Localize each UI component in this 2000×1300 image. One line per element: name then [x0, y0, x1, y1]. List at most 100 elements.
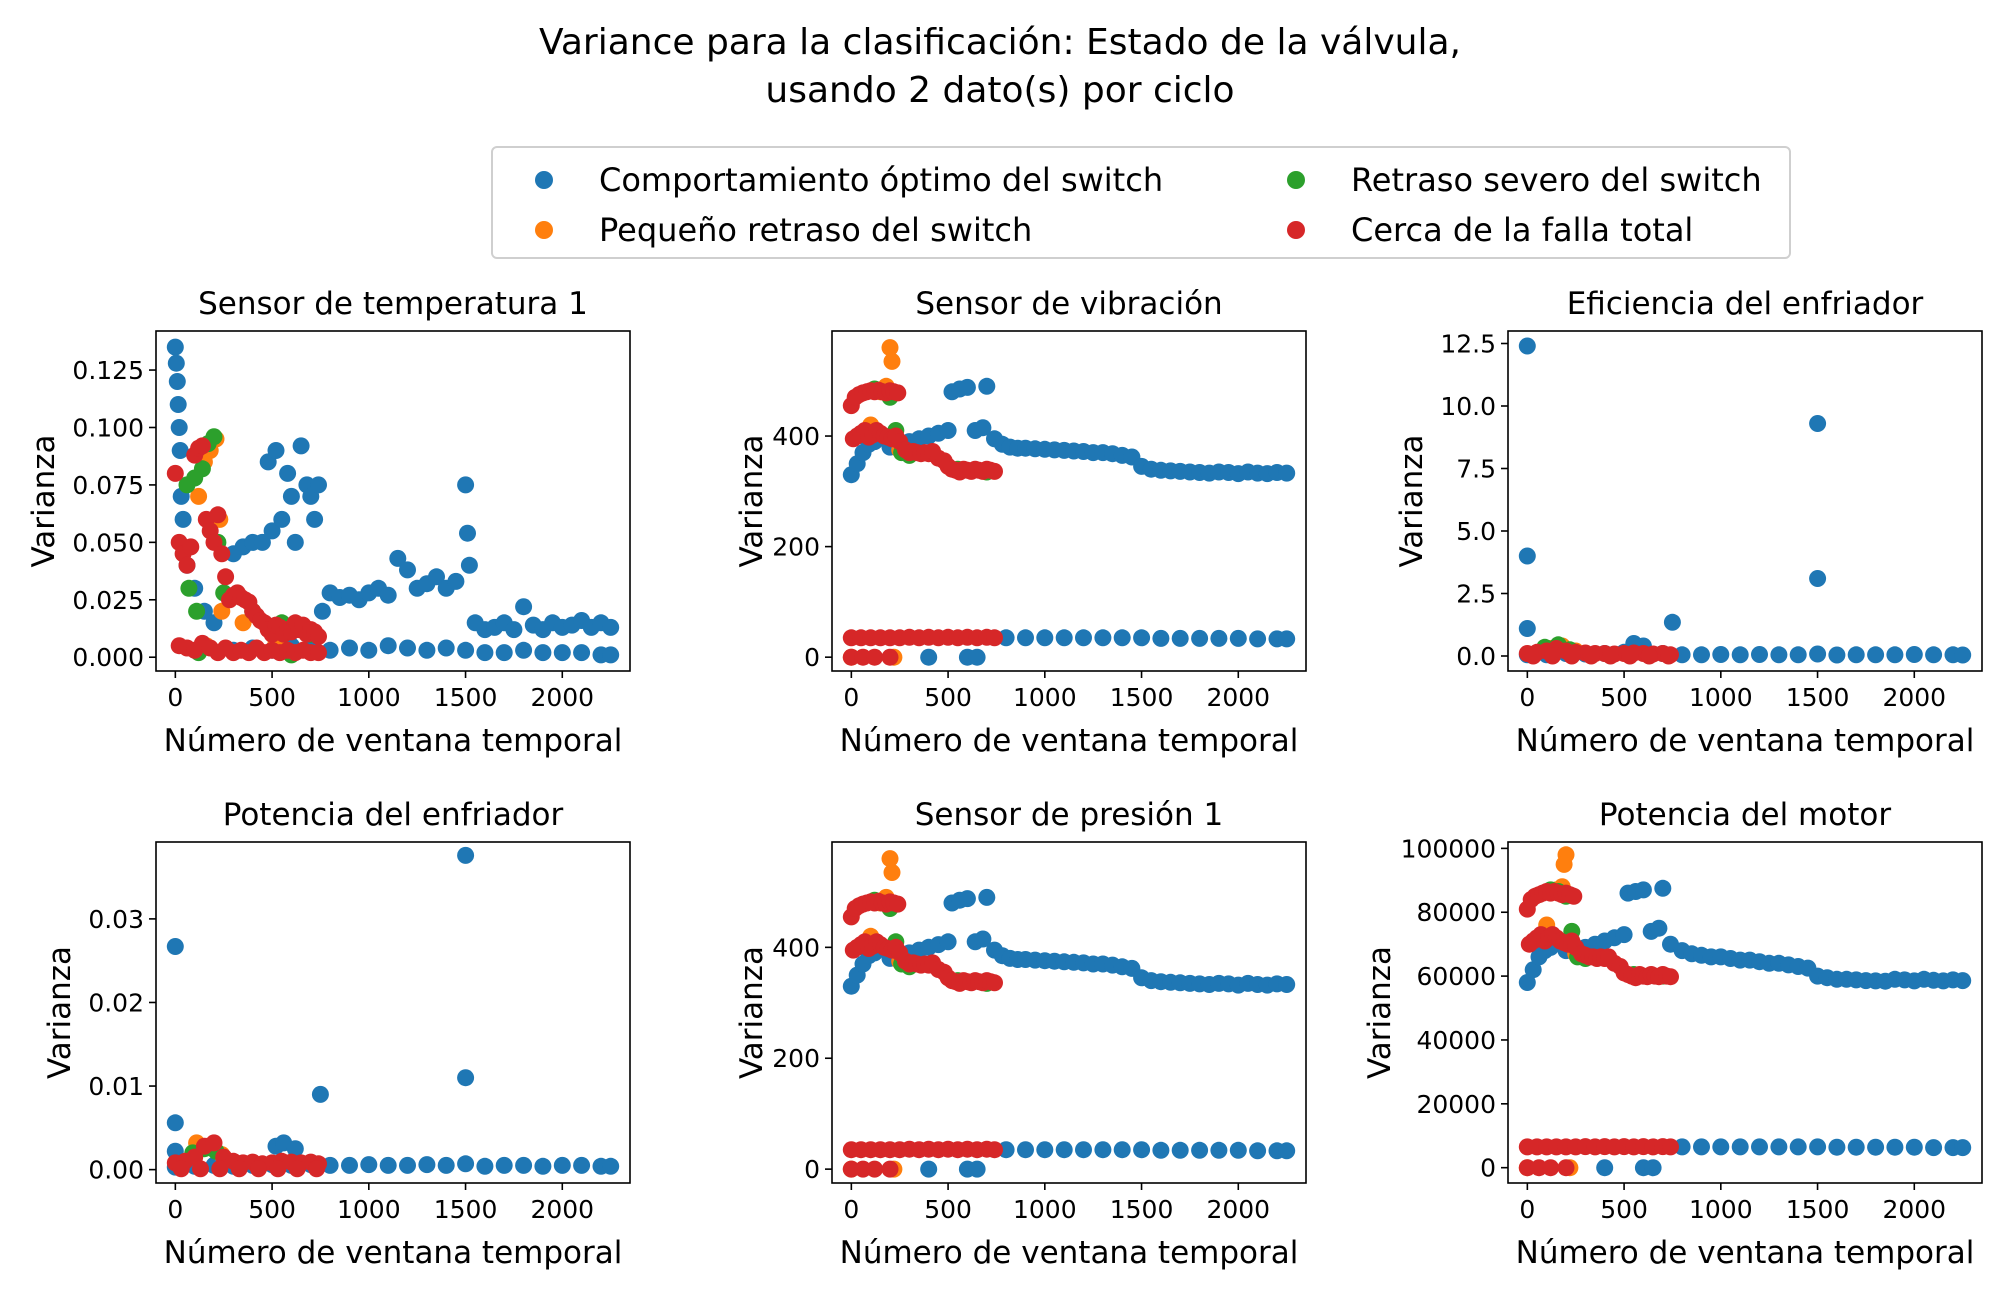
- data-point: [1518, 337, 1536, 355]
- data-point: [188, 602, 206, 620]
- axes-frame: [831, 841, 1307, 1184]
- data-point: [269, 1160, 287, 1178]
- data-point: [192, 1160, 209, 1178]
- data-point: [1036, 629, 1054, 647]
- data-point: [193, 460, 211, 478]
- data-point: [986, 462, 1003, 480]
- data-point: [1662, 968, 1679, 986]
- x-tick-label: 1500: [434, 1195, 498, 1224]
- data-point: [1954, 1139, 1972, 1157]
- scatter-points: [166, 846, 620, 1178]
- subplot-sensor-de-presion-1: Sensor de presión 1 0 500 1000 1500 2000 0 200 4…: [734, 797, 1307, 1271]
- y-tick-label: 200: [772, 533, 820, 562]
- x-tick-label: 1000: [1013, 1195, 1077, 1224]
- data-point: [1191, 1141, 1209, 1159]
- y-tick-label: 5.0: [1456, 517, 1496, 546]
- data-point: [883, 352, 901, 370]
- axes-frame: [155, 330, 631, 672]
- data-point: [190, 487, 208, 505]
- data-point: [170, 419, 188, 436]
- data-point: [978, 888, 996, 906]
- series-comportamiento-optimo-del-switch: [1518, 337, 1972, 664]
- data-point: [881, 850, 899, 868]
- data-point: [310, 628, 327, 645]
- x-tick-label: 0: [843, 1195, 859, 1224]
- axes-frame: [1507, 330, 1983, 672]
- data-point: [292, 437, 310, 455]
- data-point: [1036, 1141, 1054, 1159]
- data-point: [573, 644, 591, 662]
- data-point: [1278, 976, 1296, 993]
- legend-marker-severe-delay: [1287, 171, 1305, 189]
- data-point: [1133, 1141, 1151, 1159]
- data-point: [1770, 646, 1788, 664]
- data-point: [1582, 647, 1600, 665]
- x-tick-label: 500: [924, 1195, 972, 1224]
- data-point: [182, 538, 200, 556]
- axes-frame: [831, 330, 1307, 672]
- subplot-title: Potencia del motor: [1599, 797, 1891, 833]
- y-tick-label: 0.050: [72, 528, 144, 557]
- data-point: [1524, 961, 1542, 979]
- data-point: [1954, 972, 1972, 990]
- data-point: [1210, 1141, 1228, 1159]
- data-point: [428, 568, 445, 586]
- data-point: [166, 464, 184, 482]
- x-tick-label: 1000: [337, 1195, 401, 1224]
- figure-title-line-1: Variance para la clasificación: Estado d…: [539, 22, 1461, 63]
- y-axis-label: Varianza: [1362, 946, 1398, 1079]
- y-tick-label: 0.00: [88, 1156, 144, 1185]
- data-point: [939, 933, 957, 951]
- data-point: [881, 339, 899, 357]
- data-point: [1809, 570, 1827, 587]
- x-tick-label: 500: [248, 1195, 296, 1224]
- data-point: [866, 648, 884, 666]
- data-point: [1663, 613, 1681, 631]
- data-point: [1094, 629, 1112, 647]
- y-tick-label: 0.02: [88, 988, 144, 1017]
- x-tick-label: 500: [924, 683, 972, 712]
- y-tick-label: 0: [1480, 1154, 1496, 1183]
- data-point: [1925, 1139, 1943, 1157]
- data-point: [311, 1085, 329, 1103]
- subplot-title: Sensor de vibración: [915, 286, 1222, 322]
- data-point: [1171, 1141, 1189, 1159]
- data-point: [1662, 1138, 1679, 1156]
- data-point: [1229, 1141, 1247, 1159]
- data-point: [379, 586, 397, 604]
- y-tick-label: 2.5: [1456, 580, 1496, 609]
- subplot-sensor-de-temperatura-1: Sensor de temperatura 1 0 500 1000 1500 2000 0…: [26, 286, 631, 759]
- x-tick-label: 0: [843, 683, 859, 712]
- y-tick-label: 80000: [1416, 898, 1496, 927]
- legend-item-severe-delay: Retraso severo del switch: [1287, 158, 1762, 202]
- series-comportamiento-optimo-del-switch: [166, 846, 620, 1176]
- x-tick-label: 1500: [1110, 1195, 1174, 1224]
- data-point: [495, 1156, 513, 1174]
- x-axis-label: Número de ventana temporal: [164, 723, 623, 759]
- x-tick-label: 1000: [1013, 683, 1077, 712]
- data-point: [1712, 1138, 1730, 1156]
- data-point: [341, 639, 358, 657]
- y-tick-label: 0.03: [88, 905, 144, 934]
- y-tick-label: 0: [804, 1155, 820, 1184]
- data-point: [1712, 646, 1730, 663]
- y-axis-label: Varianza: [1394, 434, 1430, 567]
- x-tick-label: 2000: [1882, 1195, 1946, 1224]
- data-point: [602, 618, 620, 636]
- x-tick-label: 0: [1519, 1195, 1535, 1224]
- data-point: [1055, 629, 1073, 647]
- data-point: [1828, 1138, 1846, 1156]
- data-point: [974, 419, 992, 437]
- data-point: [360, 1156, 378, 1174]
- data-point: [310, 644, 327, 662]
- data-point: [515, 641, 533, 659]
- subplot-title: Potencia del enfriador: [223, 797, 564, 833]
- data-point: [1634, 881, 1652, 899]
- data-point: [1113, 629, 1131, 647]
- legend-marker-near-failure: [1287, 221, 1305, 239]
- data-point: [968, 648, 986, 666]
- data-point: [308, 1160, 326, 1178]
- data-point: [168, 373, 186, 390]
- data-point: [250, 1160, 267, 1178]
